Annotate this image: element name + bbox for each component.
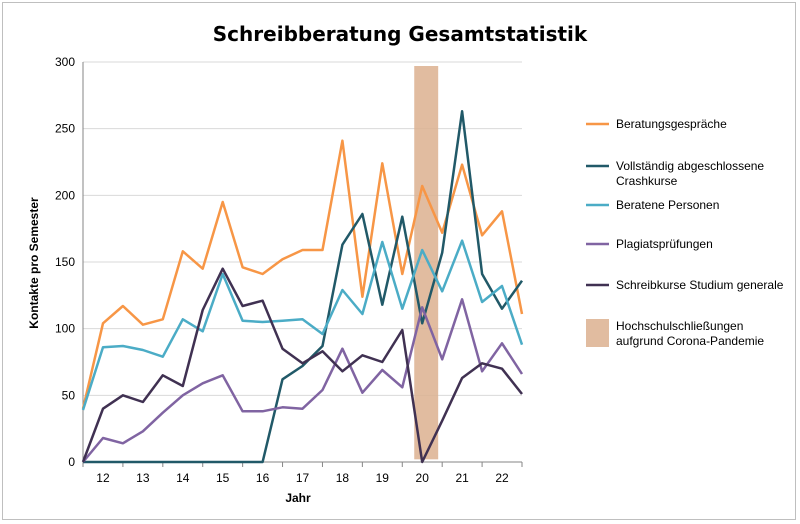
x-tick-label: 22 bbox=[495, 471, 509, 485]
legend-swatch-band bbox=[586, 319, 609, 347]
x-tick-label: 19 bbox=[376, 471, 390, 485]
series-line-2 bbox=[81, 239, 524, 411]
corona-closure-band bbox=[414, 66, 439, 460]
gridlines bbox=[83, 61, 522, 463]
x-tick-label: 14 bbox=[176, 471, 190, 485]
y-tick-label: 0 bbox=[68, 455, 75, 469]
legend-label: Plagiatsprüfungen bbox=[616, 237, 713, 251]
series-line-3 bbox=[82, 298, 524, 463]
legend-label: Schreibkurse Studium generale bbox=[616, 278, 784, 292]
x-tick-label: 21 bbox=[455, 471, 469, 485]
x-tick-label: 13 bbox=[136, 471, 150, 485]
axes: 0 50 100 150 200 250 300 12 13 14 15 16 17 18 19 20 21 22 bbox=[55, 55, 523, 485]
y-tick-label: 150 bbox=[55, 255, 75, 269]
y-axis-label: Kontakte pro Semester bbox=[27, 197, 41, 329]
x-tick-label: 12 bbox=[96, 471, 110, 485]
series-line-1 bbox=[83, 110, 524, 464]
x-tick-label: 20 bbox=[416, 471, 430, 485]
legend-label-band: Hochschulschließungen aufgrund Corona-Pan… bbox=[616, 319, 764, 348]
x-tick-label: 18 bbox=[336, 471, 350, 485]
legend: Beratungsgespräche Vollständig abgeschlos… bbox=[586, 117, 784, 348]
series-line-0 bbox=[81, 139, 524, 409]
y-tick-label: 50 bbox=[62, 388, 76, 402]
chart-title: Schreibberatung Gesamtstatistik bbox=[213, 22, 588, 46]
x-tick-label: 17 bbox=[296, 471, 310, 485]
legend-label: Beratene Personen bbox=[616, 198, 719, 212]
series-line-4 bbox=[81, 267, 523, 464]
x-axis-label: Jahr bbox=[285, 491, 311, 505]
legend-label: Beratungsgespräche bbox=[616, 117, 727, 131]
x-tick-label: 15 bbox=[216, 471, 230, 485]
series-lines bbox=[81, 110, 524, 464]
y-tick-label: 300 bbox=[55, 55, 75, 69]
y-tick-label: 200 bbox=[55, 188, 75, 202]
y-tick-label: 100 bbox=[55, 322, 75, 336]
x-tick-label: 16 bbox=[256, 471, 270, 485]
y-tick-label: 250 bbox=[55, 122, 75, 136]
shaded-band bbox=[414, 66, 439, 460]
legend-label: Vollständig abgeschlossene Crashkurse bbox=[616, 159, 764, 188]
